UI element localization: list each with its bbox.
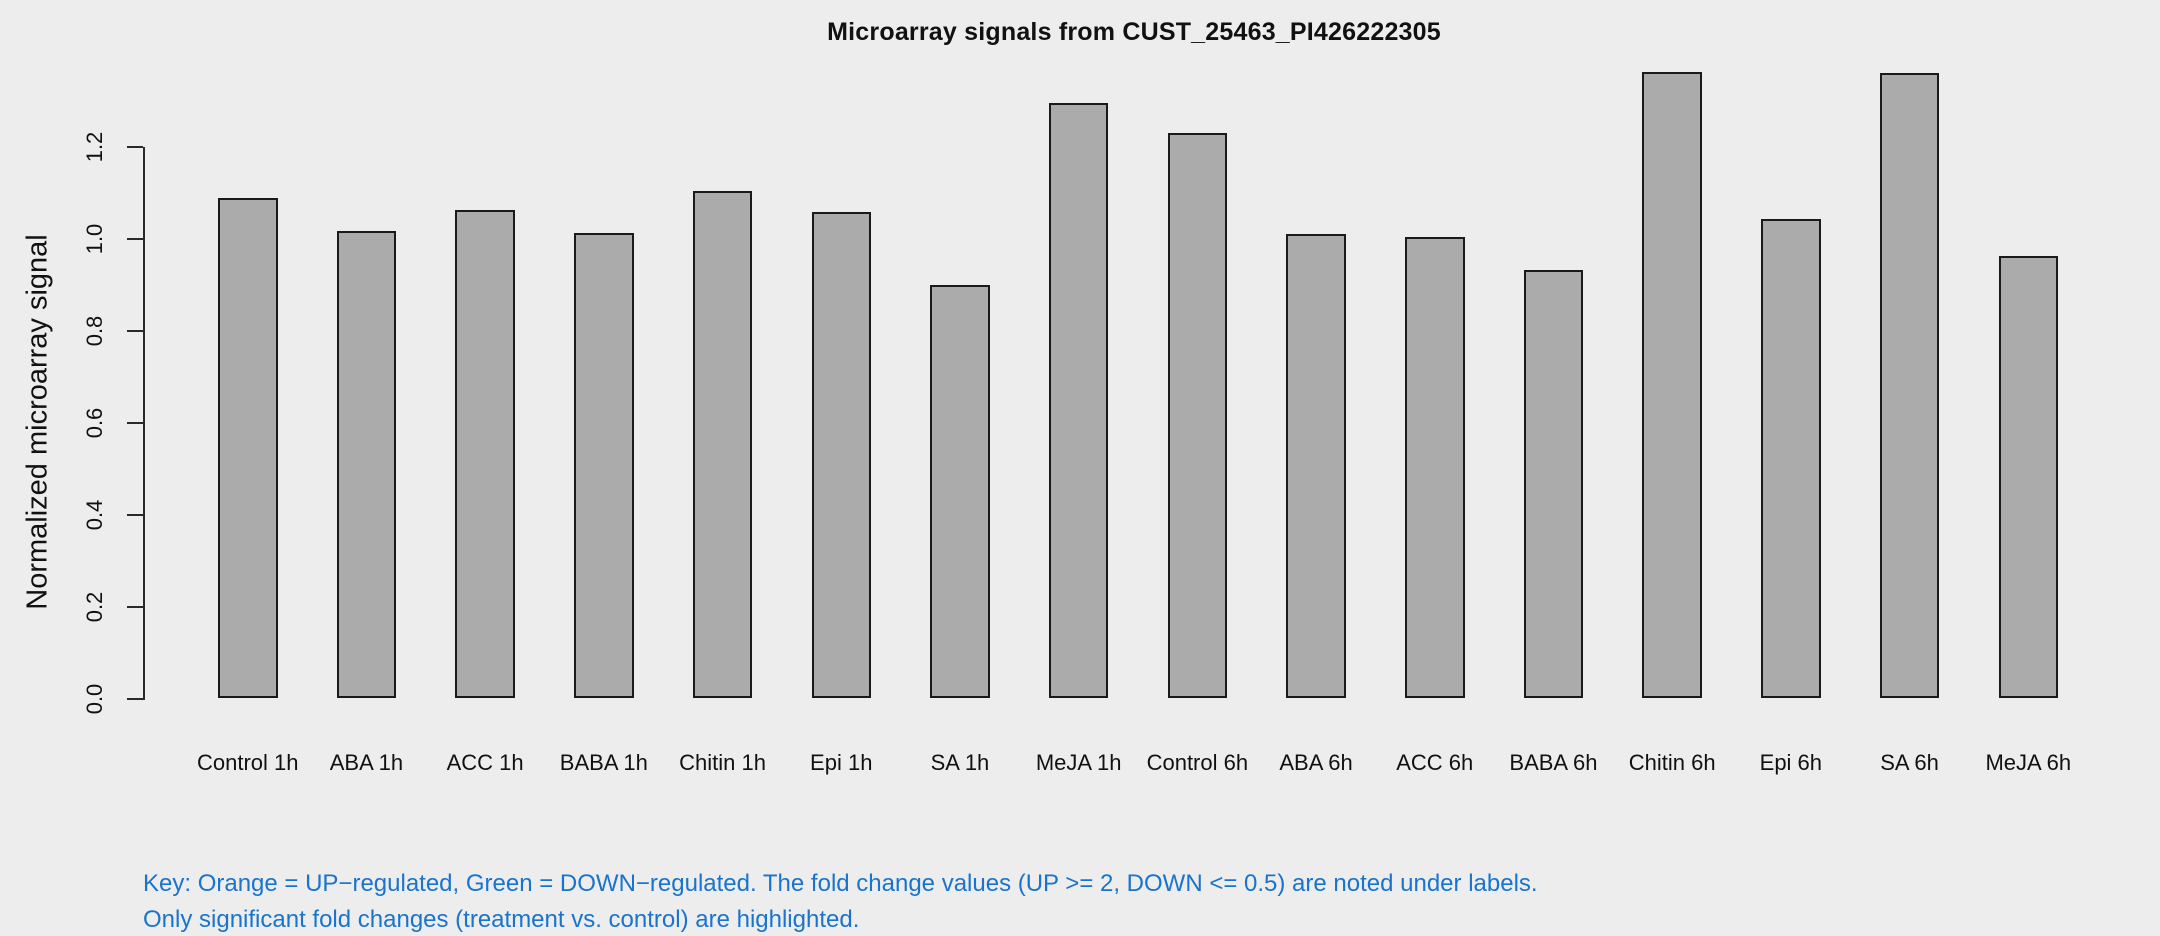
x-category-label: Control 1h xyxy=(196,750,299,775)
x-category-label: BABA 1h xyxy=(559,750,648,775)
y-axis-tick-label: 0.2 xyxy=(82,591,107,622)
bar xyxy=(1405,236,1465,699)
bar xyxy=(811,212,871,699)
x-category-label: SA 1h xyxy=(930,750,990,775)
y-axis-tick xyxy=(127,421,143,424)
bar xyxy=(1167,132,1228,699)
y-axis-tick-label: 0.4 xyxy=(82,499,107,530)
x-category-label: Epi 6h xyxy=(1759,750,1823,775)
bar xyxy=(692,191,753,699)
chart-title: Microarray signals from CUST_25463_PI426… xyxy=(827,18,1441,46)
bar xyxy=(1523,269,1584,699)
x-category-label: ACC 6h xyxy=(1396,750,1474,775)
y-axis-line xyxy=(143,147,145,701)
bar xyxy=(336,231,397,699)
key-note: Key: Orange = UP−regulated, Green = DOWN… xyxy=(143,866,1538,936)
x-category-label: Chitin 1h xyxy=(679,750,766,775)
y-axis-tick-label: 0.0 xyxy=(82,683,107,714)
bar xyxy=(930,285,990,699)
y-axis-tick-label: 1.2 xyxy=(82,131,107,163)
y-axis-tick xyxy=(127,238,143,240)
y-axis-tick xyxy=(127,513,143,516)
bar xyxy=(218,198,278,699)
y-axis-tick-label: 1.0 xyxy=(82,223,107,255)
bar xyxy=(1879,73,1940,699)
x-category-label: ACC 1h xyxy=(446,750,524,775)
bar xyxy=(1761,219,1821,699)
bar xyxy=(1998,256,2058,699)
x-category-label: MeJA 6h xyxy=(1985,750,2072,775)
y-axis-label: Normalized microarray signal xyxy=(21,234,54,610)
x-category-label: BABA 6h xyxy=(1509,750,1598,775)
x-category-label: Control 6h xyxy=(1146,750,1249,775)
x-category-label: SA 6h xyxy=(1880,750,1939,775)
y-axis-tick xyxy=(127,697,143,700)
x-category-label: Epi 1h xyxy=(810,750,873,775)
y-axis-tick-label: 0.6 xyxy=(82,407,107,439)
bar xyxy=(1286,233,1346,699)
y-axis-tick xyxy=(127,146,143,149)
x-category-label: ABA 6h xyxy=(1279,750,1353,775)
bar xyxy=(1642,71,1702,699)
x-category-label: MeJA 1h xyxy=(1035,750,1122,775)
key-note-line-1: Key: Orange = UP−regulated, Green = DOWN… xyxy=(143,870,1538,897)
y-axis-tick-label: 0.8 xyxy=(82,315,107,347)
y-axis-tick xyxy=(127,605,143,608)
bar xyxy=(455,209,515,699)
x-category-label: Chitin 6h xyxy=(1628,750,1716,775)
y-axis-tick xyxy=(127,329,143,332)
key-note-line-2: Only significant fold changes (treatment… xyxy=(143,906,860,933)
bar xyxy=(1048,102,1109,699)
x-category-label: ABA 1h xyxy=(329,750,404,775)
bar xyxy=(574,232,634,699)
